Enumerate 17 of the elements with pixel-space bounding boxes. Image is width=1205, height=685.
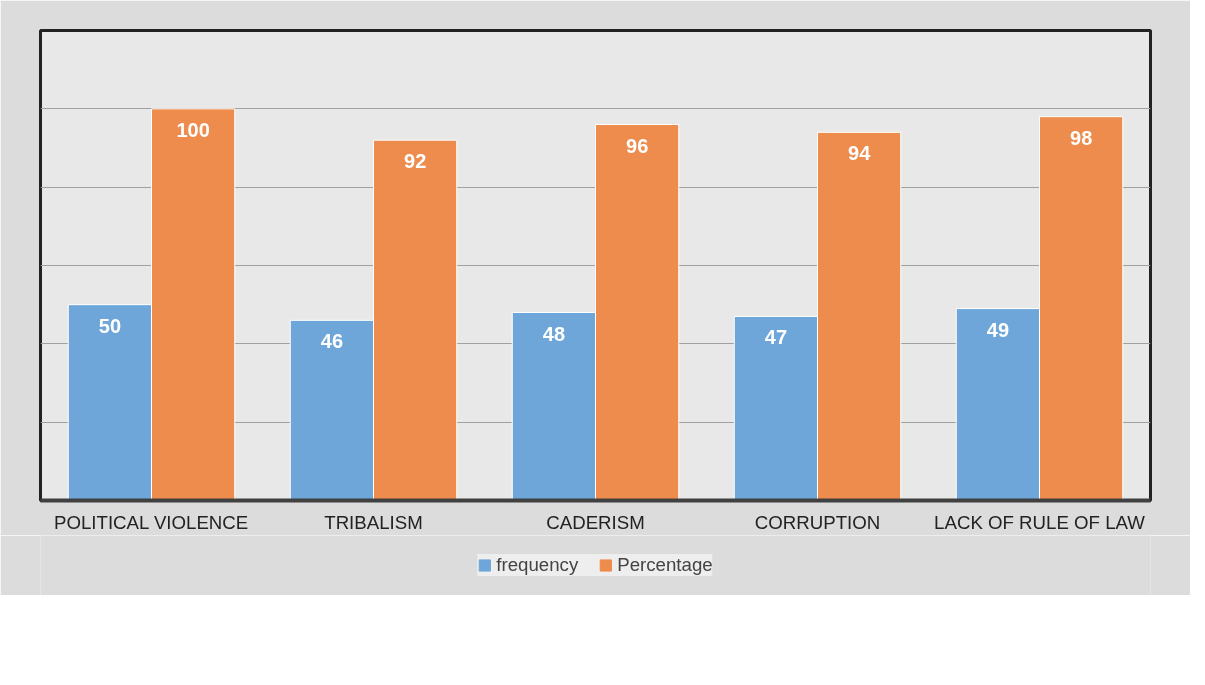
data-label: 96 bbox=[626, 134, 649, 157]
x-tick-label: TRIBALISM bbox=[324, 511, 423, 533]
x-tick-label: LACK OF RULE OF LAW bbox=[934, 511, 1146, 533]
x-tick-label: CORRUPTION bbox=[754, 511, 881, 533]
data-label: 98 bbox=[1070, 126, 1093, 149]
data-label: 47 bbox=[764, 326, 787, 349]
data-label: 92 bbox=[404, 150, 427, 173]
data-label: 46 bbox=[320, 330, 343, 353]
x-tick-label: POLITICAL VIOLENCE bbox=[54, 511, 249, 533]
data-label: 50 bbox=[98, 314, 121, 337]
data-label: 49 bbox=[986, 318, 1009, 341]
data-label: 48 bbox=[542, 322, 565, 345]
x-tick-label: CADERISM bbox=[546, 511, 645, 533]
legend-label: Percentage bbox=[617, 554, 713, 576]
data-label: 94 bbox=[848, 142, 872, 165]
data-label: 100 bbox=[176, 118, 210, 141]
legend-label: frequency bbox=[496, 554, 579, 576]
